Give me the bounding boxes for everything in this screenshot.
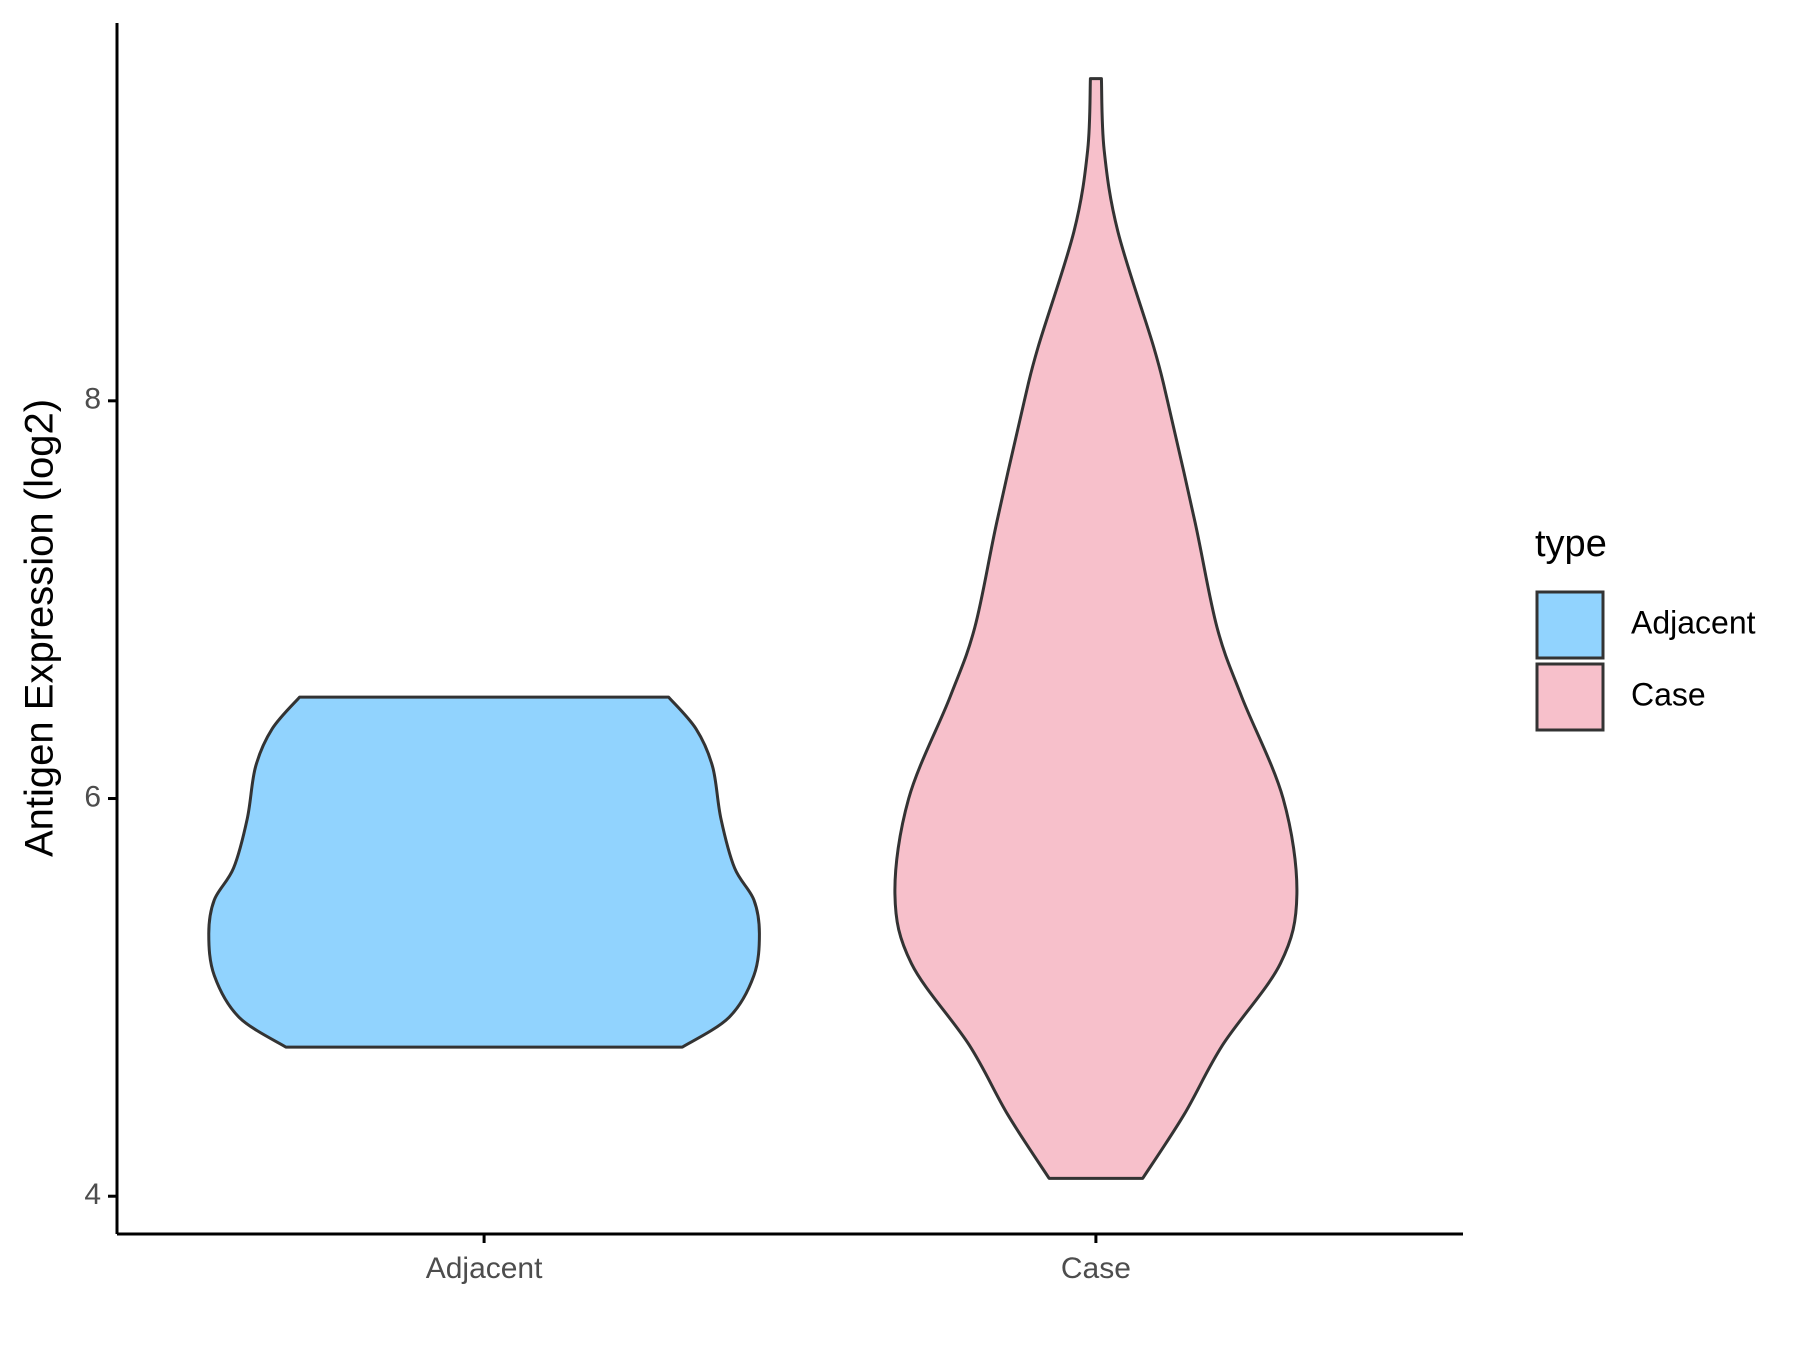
legend-key xyxy=(1535,590,1605,660)
legend-label: Case xyxy=(1631,676,1706,712)
y-tick-label: 6 xyxy=(84,780,101,813)
y-tick-label: 4 xyxy=(84,1178,101,1211)
x-tick-label: Adjacent xyxy=(426,1252,543,1285)
y-axis-title: Antigen Expression (log2) xyxy=(18,399,62,857)
legend-key xyxy=(1535,662,1605,732)
violin xyxy=(893,77,1299,1180)
violin xyxy=(207,695,761,1049)
legend-label: Adjacent xyxy=(1631,604,1756,640)
legend-title: type xyxy=(1535,523,1607,565)
y-tick-label: 8 xyxy=(84,383,101,416)
x-tick-label: Case xyxy=(1061,1252,1131,1285)
